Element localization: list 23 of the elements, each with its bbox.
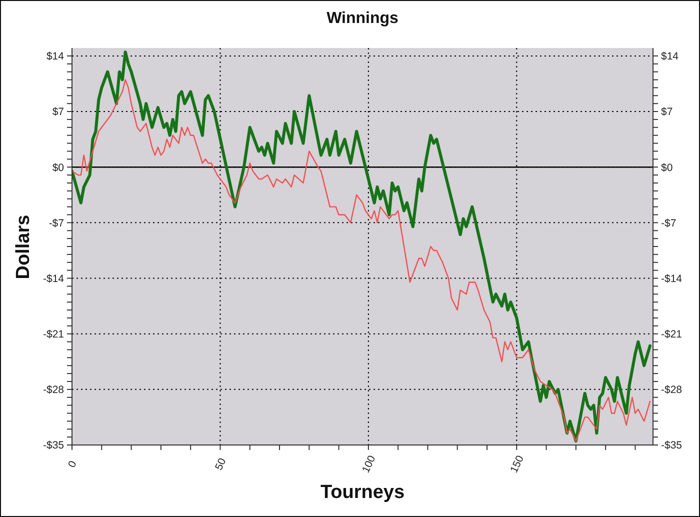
y-tick-label: $7 (52, 106, 64, 118)
y-tick-label: -$28 (42, 384, 64, 396)
y2-tick-label: -$14 (661, 272, 682, 285)
y-tick-label: $14 (46, 50, 64, 63)
x-tick-label: 50 (212, 456, 229, 472)
y-tick-label: $0 (52, 162, 64, 174)
y2-tick-label: -$28 (661, 384, 682, 396)
y-tick-label: -$35 (42, 440, 64, 452)
y-tick-label: -$7 (48, 217, 64, 230)
chart-title: Winnings (326, 10, 400, 28)
y2-tick-label: $0 (661, 162, 673, 174)
y2-tick-label: $7 (661, 106, 673, 118)
y-axis-title: Dollars (13, 214, 35, 279)
x-axis-title: Tourneys (319, 482, 406, 504)
y2-tick-label: $14 (661, 50, 679, 63)
x-tick-label: 100 (360, 454, 378, 475)
x-tick-label: 150 (508, 454, 526, 475)
y2-tick-label: -$35 (661, 440, 682, 452)
y-tick-label: -$21 (42, 328, 64, 341)
x-tick-label: 0 (66, 458, 80, 470)
y2-tick-label: -$21 (661, 328, 682, 341)
y-tick-label: -$14 (42, 272, 64, 285)
y2-tick-label: -$7 (661, 217, 676, 230)
